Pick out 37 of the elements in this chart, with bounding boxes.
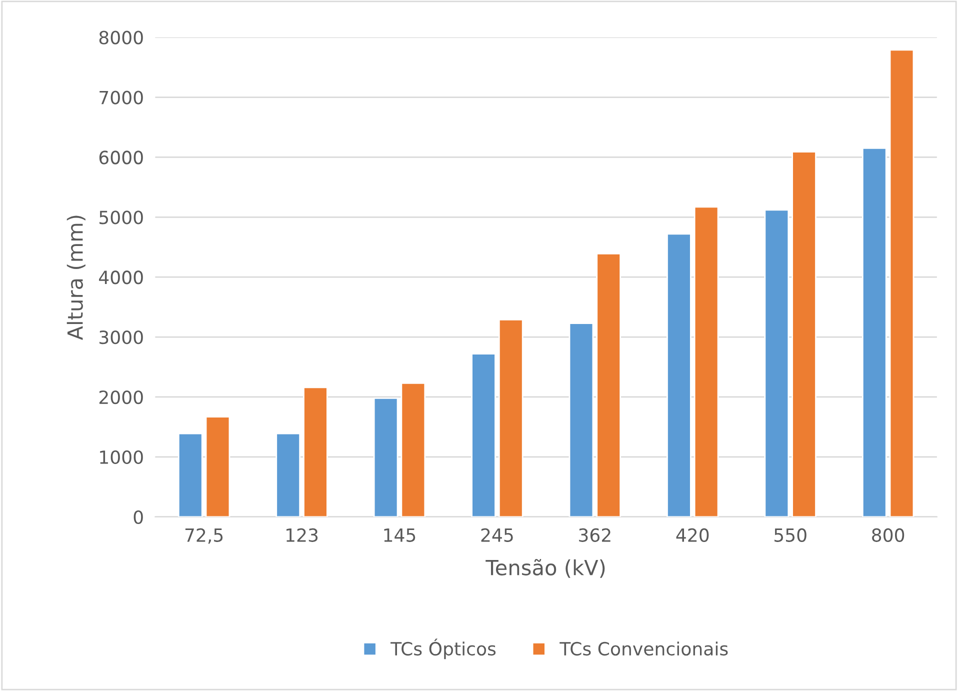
y-tick-label: 6000	[99, 150, 143, 164]
x-tick-label: 123	[286, 528, 318, 542]
y-tick-label: 2000	[99, 390, 143, 404]
bar	[276, 432, 301, 517]
y-tick-label: 5000	[100, 210, 143, 224]
bar	[764, 209, 790, 517]
y-tick-label: 7000	[100, 90, 143, 104]
bar	[373, 397, 398, 517]
y-tick-label: 1000	[100, 450, 143, 464]
bar	[400, 382, 426, 517]
y-tick-label: 4000	[99, 270, 143, 284]
x-axis-title: Tensão (kV)	[486, 558, 605, 578]
y-tick-label: 3000	[100, 330, 143, 344]
legend-label: TCs Ópticos	[390, 638, 496, 660]
bar	[792, 151, 816, 517]
x-tick-label: 72,5	[185, 528, 223, 544]
x-tick-label: 420	[676, 528, 709, 542]
y-tick-label: 0	[134, 510, 143, 524]
bar	[178, 432, 203, 517]
bar	[666, 233, 692, 517]
bar	[303, 386, 328, 517]
bar	[596, 253, 622, 517]
x-tick-label: 362	[579, 528, 610, 542]
legend-label: TCs Convencionais	[560, 642, 728, 656]
bar	[862, 148, 887, 517]
x-tick-label: 145	[384, 528, 416, 542]
bar	[568, 322, 594, 517]
bar	[205, 416, 230, 517]
bar	[471, 353, 496, 517]
x-tick-label: 550	[774, 528, 806, 542]
bar	[498, 318, 524, 517]
x-tick-label: 800	[872, 528, 904, 542]
x-tick-label: 245	[481, 528, 513, 542]
bar	[694, 206, 719, 517]
y-axis-title: Altura (mm)	[66, 216, 86, 340]
y-tick-label: 8000	[99, 30, 143, 44]
bar	[889, 49, 914, 517]
